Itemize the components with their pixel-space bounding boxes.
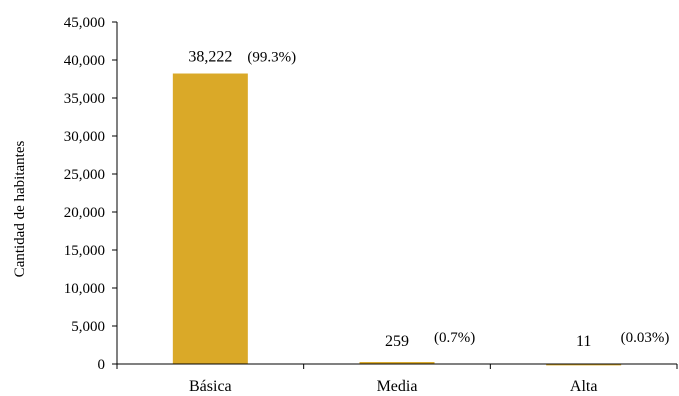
- y-tick-label: 30,000: [64, 129, 105, 145]
- value-label: 259: [385, 333, 409, 350]
- data-labels: 38,222 (99.3%) 259 (0.7%) 11 (0.03%): [188, 49, 669, 350]
- x-category-label: Alta: [570, 378, 598, 395]
- y-tick-label: 5,000: [71, 319, 105, 335]
- x-axis-categories: Básica Media Alta: [116, 364, 678, 395]
- y-tick-label: 10,000: [64, 281, 105, 297]
- y-tick-label: 40,000: [64, 53, 105, 69]
- bar: [172, 73, 248, 364]
- percent-label: (99.3%): [247, 50, 296, 66]
- bar: [359, 362, 435, 364]
- bar: [546, 363, 622, 366]
- value-label: 11: [576, 333, 591, 350]
- y-axis-ticks: 0 5,000 10,000 15,000 20,000 25,000 30,000 35,0…: [64, 15, 117, 373]
- y-tick-label: 15,000: [64, 243, 105, 259]
- y-tick-label: 45,000: [64, 15, 105, 31]
- y-tick-label: 35,000: [64, 91, 105, 107]
- x-category-label: Básica: [189, 378, 232, 395]
- x-category-label: Media: [377, 378, 418, 395]
- y-axis-title: Cantidad de habitantes: [12, 141, 28, 278]
- value-label: 38,222: [188, 49, 232, 66]
- y-tick-label: 20,000: [64, 205, 105, 221]
- y-tick-label: 0: [98, 357, 106, 373]
- percent-label: (0.03%): [621, 330, 670, 346]
- percent-label: (0.7%): [434, 330, 475, 346]
- bars: [172, 73, 622, 366]
- y-tick-label: 25,000: [64, 167, 105, 183]
